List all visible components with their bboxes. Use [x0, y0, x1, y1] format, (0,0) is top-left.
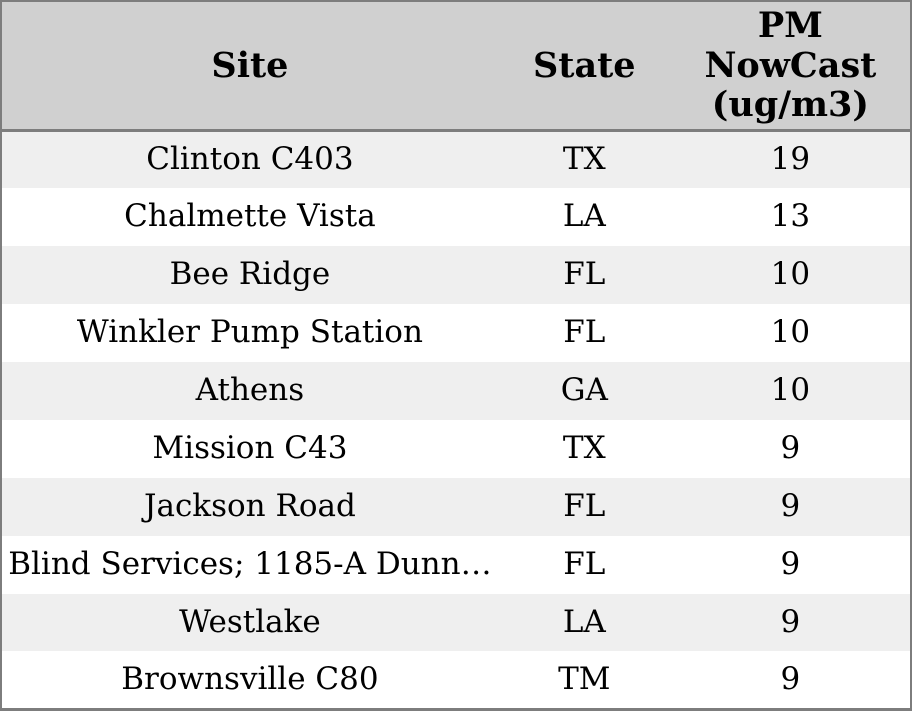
site-cell: Chalmette Vista	[1, 187, 498, 246]
table-row: Athens GA 10	[1, 361, 911, 420]
table-header: Site State PM NowCast (ug/m3)	[1, 1, 911, 132]
pm-nowcast-cell: 9	[670, 535, 911, 594]
table-row: Winkler Pump Station FL 10	[1, 303, 911, 362]
pm-nowcast-cell: 9	[670, 593, 911, 652]
pm-nowcast-cell: 9	[670, 651, 911, 710]
table-row: Chalmette Vista LA 13	[1, 187, 911, 246]
table-row: Blind Services; 1185-A Dunn… FL 9	[1, 535, 911, 594]
table-body: Clinton C403 TX 19 Chalmette Vista LA 13 Bee R…	[1, 130, 911, 710]
state-cell: GA	[497, 361, 671, 420]
header-row: Site State PM NowCast (ug/m3)	[1, 1, 911, 132]
state-cell: TX	[497, 130, 671, 188]
site-cell: Clinton C403	[1, 130, 498, 188]
pm-nowcast-cell: 13	[670, 187, 911, 246]
state-cell: TX	[497, 419, 671, 478]
site-cell: Blind Services; 1185-A Dunn…	[1, 535, 498, 594]
state-cell: LA	[497, 593, 671, 652]
site-cell: Brownsville C80	[1, 651, 498, 710]
site-cell: Westlake	[1, 593, 498, 652]
site-cell: Mission C43	[1, 419, 498, 478]
col-header-state: State	[497, 1, 671, 132]
pm-nowcast-cell: 10	[670, 303, 911, 362]
table-row: Brownsville C80 TM 9	[1, 651, 911, 710]
pm-nowcast-cell: 10	[670, 245, 911, 304]
state-cell: FL	[497, 245, 671, 304]
state-cell: TM	[497, 651, 671, 710]
pm-nowcast-cell: 19	[670, 130, 911, 188]
col-header-site: Site	[1, 1, 498, 132]
pm-nowcast-cell: 9	[670, 477, 911, 536]
state-cell: FL	[497, 303, 671, 362]
col-header-pm-nowcast: PM NowCast (ug/m3)	[670, 1, 911, 132]
table-row: Jackson Road FL 9	[1, 477, 911, 536]
site-cell: Athens	[1, 361, 498, 420]
table-row: Westlake LA 9	[1, 593, 911, 652]
table-row: Bee Ridge FL 10	[1, 245, 911, 304]
table-row: Clinton C403 TX 19	[1, 130, 911, 188]
state-cell: FL	[497, 535, 671, 594]
state-cell: LA	[497, 187, 671, 246]
table-row: Mission C43 TX 9	[1, 419, 911, 478]
pm-nowcast-cell: 10	[670, 361, 911, 420]
state-cell: FL	[497, 477, 671, 536]
site-cell: Winkler Pump Station	[1, 303, 498, 362]
site-cell: Bee Ridge	[1, 245, 498, 304]
pm-nowcast-cell: 9	[670, 419, 911, 478]
site-cell: Jackson Road	[1, 477, 498, 536]
